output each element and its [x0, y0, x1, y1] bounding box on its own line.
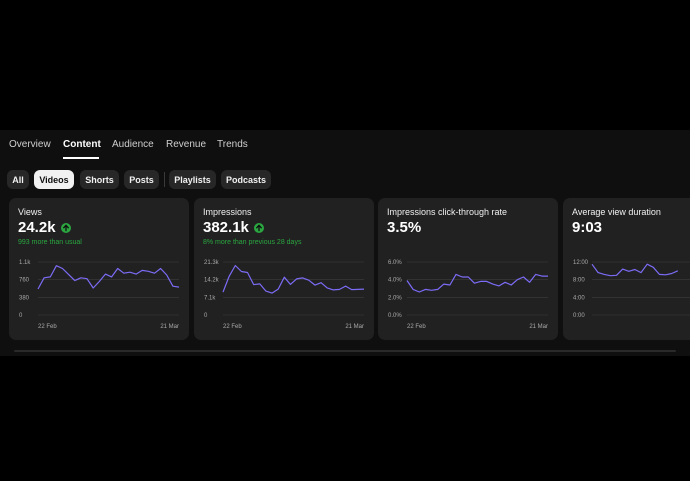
card-subtitle: 993 more than usual	[18, 239, 82, 246]
tab-bar: Overview Content Audience Revenue Trends	[0, 130, 690, 160]
x-tick-label: 21 Mar	[529, 324, 548, 330]
tab-overview[interactable]: Overview	[9, 139, 51, 150]
active-tab-indicator	[63, 157, 99, 159]
card-value-text: 3.5%	[387, 219, 422, 236]
card-value: 382.1k	[203, 219, 264, 236]
y-tick-label: 0.0%	[388, 313, 402, 319]
metric-card-impressions[interactable]: Impressions 382.1k 8% more than previous…	[194, 198, 374, 340]
y-tick-label: 760	[19, 278, 30, 284]
card-value: 3.5%	[387, 219, 421, 236]
filter-chip-playlists[interactable]: Playlists	[169, 170, 216, 189]
series-line	[406, 273, 548, 293]
y-tick-label: 14.2k	[204, 278, 220, 284]
filter-chip-podcasts[interactable]: Podcasts	[221, 170, 271, 189]
x-tick-label: 21 Mar	[160, 324, 179, 330]
filter-chip-videos[interactable]: Videos	[34, 170, 74, 189]
card-title: Impressions	[203, 207, 252, 217]
y-tick-label: 4:00	[573, 295, 585, 301]
y-tick-label: 2.0%	[388, 295, 402, 301]
impressions-chart: 21.3k 14.2k 7.1k 0 22 Feb 21 Mar	[204, 260, 365, 330]
y-tick-label: 6.0%	[388, 260, 402, 266]
tab-audience[interactable]: Audience	[112, 139, 154, 150]
tab-content[interactable]: Content	[63, 139, 101, 150]
views-chart: 1.1k 760 380 0 22 Feb 21 Mar	[19, 260, 180, 330]
tab-revenue[interactable]: Revenue	[166, 139, 207, 150]
analytics-panel: Overview Content Audience Revenue Trends…	[0, 130, 690, 356]
filter-chip-shorts[interactable]: Shorts	[80, 170, 119, 189]
y-tick-label: 0	[19, 313, 23, 319]
x-tick-label: 22 Feb	[407, 324, 426, 330]
filter-chip-all[interactable]: All	[7, 170, 29, 189]
filter-chip-posts[interactable]: Posts	[124, 170, 159, 189]
series-line	[37, 265, 180, 290]
card-title: Views	[18, 207, 42, 217]
card-title: Impressions click-through rate	[387, 207, 508, 217]
y-tick-label: 4.0%	[388, 278, 402, 284]
metric-card-ctr[interactable]: Impressions click-through rate 3.5% 6.0%…	[378, 198, 558, 340]
x-tick-label: 21 Mar	[345, 324, 364, 330]
y-tick-label: 0:00	[573, 313, 585, 319]
tab-trends[interactable]: Trends	[217, 139, 248, 150]
card-value-text: 9:03	[572, 219, 603, 236]
y-tick-label: 12:00	[573, 260, 589, 266]
card-value: 9:03	[572, 219, 602, 236]
series-line	[591, 263, 679, 277]
avg-view-duration-chart: 12:00 8:00 4:00 0:00	[573, 260, 690, 319]
y-tick-label: 380	[19, 295, 30, 301]
card-value-text: 382.1k	[203, 219, 249, 236]
filter-divider	[164, 172, 165, 187]
y-tick-label: 1.1k	[19, 260, 31, 266]
metric-card-avg-view-duration[interactable]: Average view duration 9:03 12:00 8:00 4:00…	[563, 198, 690, 340]
y-tick-label: 8:00	[573, 278, 585, 284]
y-tick-label: 0	[204, 313, 208, 319]
y-tick-label: 7.1k	[204, 295, 216, 301]
metric-card-views[interactable]: Views 24.2k 993 more than usual 1.1k 760 3…	[9, 198, 189, 340]
card-subtitle: 8% more than previous 28 days	[203, 239, 302, 246]
series-line	[222, 264, 365, 294]
y-tick-label: 21.3k	[204, 260, 220, 266]
scroll-track	[14, 350, 676, 352]
x-tick-label: 22 Feb	[223, 324, 242, 330]
x-tick-label: 22 Feb	[38, 324, 57, 330]
card-value: 24.2k	[18, 219, 71, 236]
arrow-up-circle-icon	[253, 222, 264, 233]
card-title: Average view duration	[572, 207, 661, 217]
card-value-text: 24.2k	[18, 219, 56, 236]
arrow-up-circle-icon	[60, 222, 71, 233]
ctr-chart: 6.0% 4.0% 2.0% 0.0% 22 Feb 21 Mar	[388, 260, 548, 330]
